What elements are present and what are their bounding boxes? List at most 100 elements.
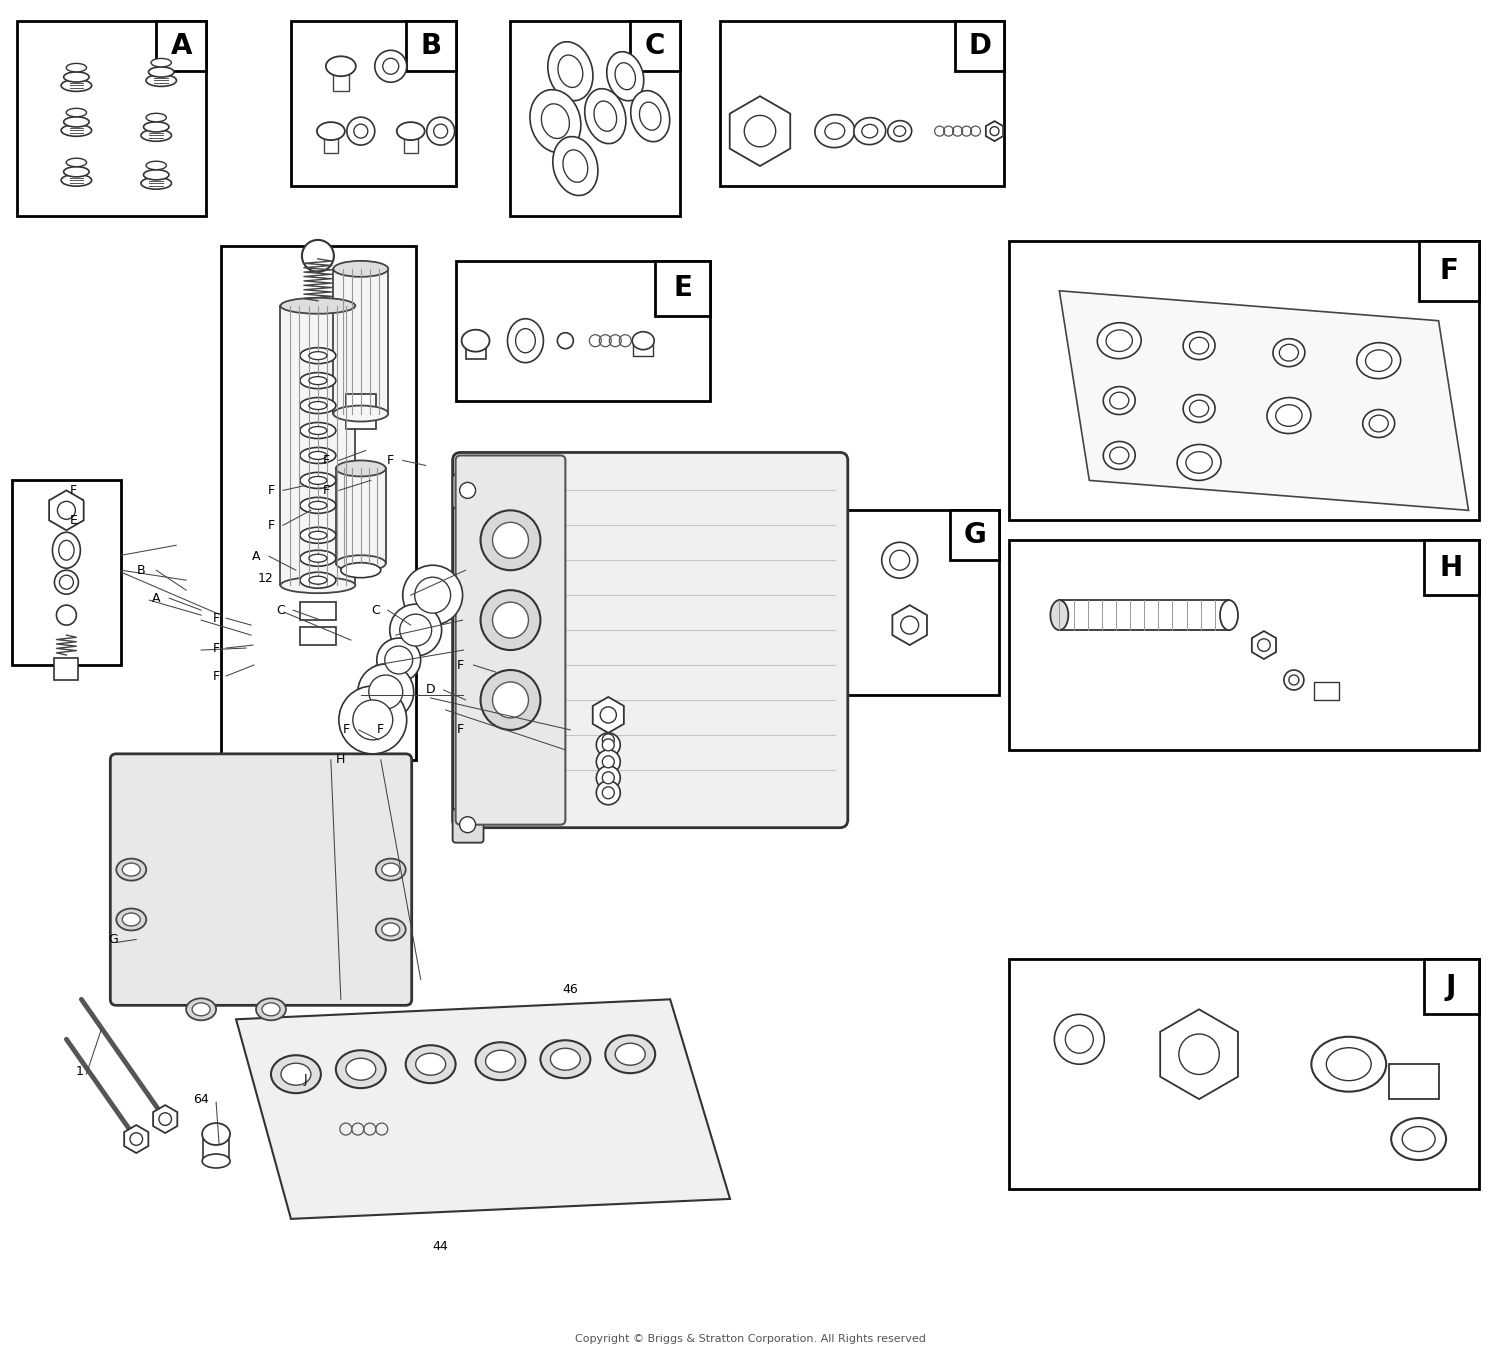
Ellipse shape [300, 497, 336, 513]
Ellipse shape [1098, 322, 1142, 359]
Ellipse shape [382, 862, 399, 876]
Circle shape [492, 603, 528, 638]
Circle shape [480, 590, 540, 650]
Bar [1010, 960, 1479, 1189]
Circle shape [369, 676, 402, 709]
Ellipse shape [333, 406, 388, 421]
Ellipse shape [202, 1122, 229, 1145]
Ellipse shape [585, 88, 626, 144]
Polygon shape [153, 1105, 177, 1133]
Ellipse shape [476, 1043, 525, 1080]
Bar [333, 69, 350, 91]
Ellipse shape [333, 261, 388, 276]
Circle shape [597, 750, 621, 773]
Circle shape [492, 523, 528, 558]
Ellipse shape [309, 352, 327, 360]
Text: A: A [152, 592, 160, 605]
Text: A: A [252, 550, 261, 563]
Circle shape [60, 575, 74, 589]
Bar [1010, 241, 1479, 520]
Ellipse shape [1178, 444, 1221, 481]
Ellipse shape [58, 540, 74, 561]
Bar [280, 306, 356, 585]
Ellipse shape [550, 1048, 580, 1070]
Circle shape [597, 781, 621, 804]
Ellipse shape [606, 1036, 656, 1074]
Text: 44: 44 [433, 1240, 448, 1254]
Text: H: H [336, 753, 345, 766]
Ellipse shape [62, 125, 92, 137]
Polygon shape [50, 490, 84, 531]
Ellipse shape [516, 329, 536, 353]
Ellipse shape [300, 398, 336, 413]
Bar [291, 22, 456, 185]
Ellipse shape [632, 332, 654, 349]
FancyBboxPatch shape [453, 808, 483, 842]
Ellipse shape [280, 577, 356, 593]
Circle shape [480, 670, 540, 730]
Ellipse shape [66, 64, 87, 72]
Circle shape [900, 616, 918, 634]
Polygon shape [236, 999, 730, 1219]
Text: G: G [108, 933, 118, 946]
Circle shape [1288, 676, 1299, 685]
Text: F: F [70, 483, 76, 497]
Circle shape [426, 118, 454, 145]
Circle shape [399, 615, 432, 646]
Ellipse shape [1050, 600, 1068, 630]
Text: BRIGGS: BRIGGS [558, 621, 723, 659]
Circle shape [492, 682, 528, 718]
Ellipse shape [66, 108, 87, 116]
Circle shape [386, 646, 412, 674]
Ellipse shape [396, 122, 424, 139]
Ellipse shape [376, 858, 405, 880]
Text: J: J [304, 1072, 307, 1086]
FancyBboxPatch shape [456, 455, 566, 825]
Bar [324, 133, 338, 153]
Ellipse shape [63, 116, 88, 127]
Circle shape [376, 638, 420, 682]
Ellipse shape [1390, 1118, 1446, 1160]
Bar [404, 133, 417, 153]
Ellipse shape [309, 577, 327, 584]
Bar [220, 246, 416, 760]
Ellipse shape [63, 72, 88, 83]
Ellipse shape [336, 460, 386, 477]
Ellipse shape [123, 862, 141, 876]
Circle shape [459, 482, 476, 498]
Bar [633, 344, 652, 356]
Text: F: F [213, 642, 219, 654]
FancyBboxPatch shape [453, 474, 483, 508]
Ellipse shape [336, 555, 386, 571]
Polygon shape [892, 605, 927, 645]
Ellipse shape [1365, 349, 1392, 371]
Circle shape [558, 333, 573, 349]
Bar [656, 261, 710, 315]
Ellipse shape [1280, 344, 1299, 362]
Ellipse shape [548, 42, 592, 100]
Circle shape [1065, 1025, 1094, 1053]
Circle shape [352, 700, 393, 739]
Text: C: C [372, 604, 380, 616]
Text: F: F [322, 454, 330, 467]
Ellipse shape [1274, 338, 1305, 367]
Circle shape [57, 605, 76, 626]
Ellipse shape [53, 532, 81, 569]
Bar [465, 345, 486, 359]
Ellipse shape [336, 1051, 386, 1089]
Bar [821, 510, 999, 695]
Ellipse shape [309, 477, 327, 485]
Bar [1419, 241, 1479, 301]
Circle shape [597, 733, 621, 757]
Ellipse shape [558, 56, 584, 88]
Ellipse shape [562, 150, 588, 183]
Ellipse shape [815, 115, 855, 148]
Text: D: D [426, 684, 435, 696]
Text: F: F [376, 723, 384, 737]
Ellipse shape [1275, 405, 1302, 427]
Polygon shape [729, 96, 790, 167]
Ellipse shape [1358, 343, 1401, 379]
Circle shape [390, 604, 441, 657]
Text: F: F [322, 483, 330, 497]
Bar [336, 468, 386, 563]
